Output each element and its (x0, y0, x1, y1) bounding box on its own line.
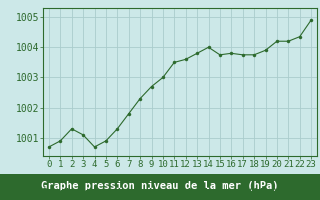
Text: Graphe pression niveau de la mer (hPa): Graphe pression niveau de la mer (hPa) (41, 188, 279, 198)
Text: Graphe pression niveau de la mer (hPa): Graphe pression niveau de la mer (hPa) (41, 181, 279, 191)
